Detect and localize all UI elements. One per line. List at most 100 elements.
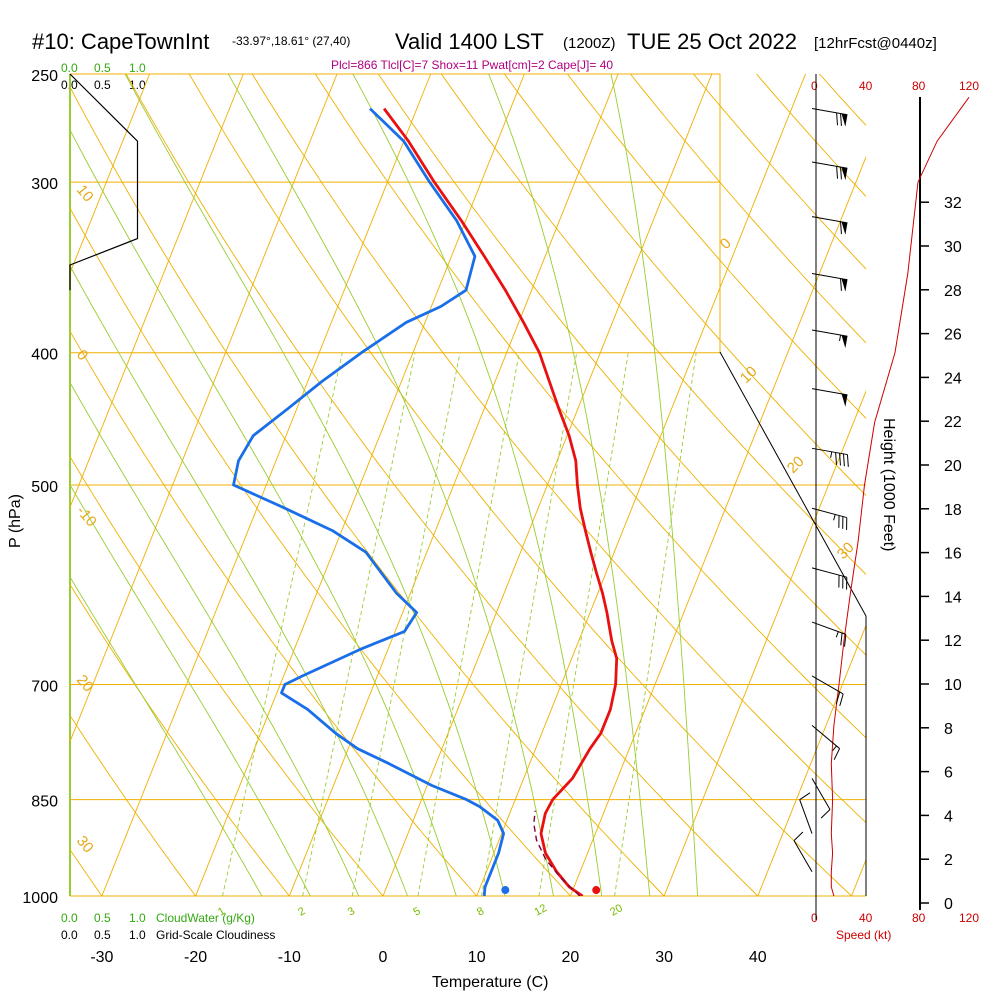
mixing-ratio-label-5: 5 <box>411 905 422 918</box>
wind-barb-staff <box>811 273 848 281</box>
isotherm-0 <box>382 74 713 896</box>
x-tick--30: -30 <box>90 949 113 966</box>
cloudwater-tick-bottom-0: 0.0 <box>61 911 78 925</box>
wind-barb <box>811 507 848 530</box>
wind-barb-half-flag <box>835 631 839 638</box>
dry-adiabat-50 <box>188 74 853 896</box>
dry-adiabat-90 <box>440 74 866 576</box>
boundary-diagonal <box>719 351 867 617</box>
wind-barb-flag <box>835 452 838 465</box>
dry-adiabat--10 <box>70 583 290 896</box>
height-tick-26: 26 <box>944 327 962 344</box>
wind-barb-pennant <box>841 335 848 349</box>
surface-dewpoint-marker <box>501 886 510 895</box>
isotherm--10 <box>288 74 619 896</box>
mixing-ratio-5 <box>417 352 520 896</box>
cloudwater-tick-top-0: 0.0 <box>61 61 78 75</box>
dry-adiabat-label-left-2: -10 <box>73 503 100 531</box>
isotherm--20 <box>195 74 525 896</box>
isotherm--60 <box>70 74 151 275</box>
moist-adiabat-5 <box>70 265 408 896</box>
dry-adiabat-20 <box>70 207 572 896</box>
wind-barb-half-flag <box>839 334 842 342</box>
isotherm-30 <box>663 390 866 896</box>
cloudwater-tick-top-2: 1.0 <box>129 61 146 75</box>
wind-barb-pennant <box>841 221 848 235</box>
cloudwater-tick-bottom-2: 1.0 <box>129 911 146 925</box>
pressure-tick-1000: 1000 <box>22 890 58 907</box>
cloudwater-tick-bottom-1: 0.5 <box>94 911 111 925</box>
wind-barb-half-flag <box>832 745 837 751</box>
wind-barb <box>811 675 844 707</box>
wind-barb-pennant <box>841 113 848 127</box>
wind-barb-flag <box>840 221 842 235</box>
x-tick-40: 40 <box>749 949 767 966</box>
station-title: #10: CapeTownInt <box>32 29 209 54</box>
x-tick-20: 20 <box>562 949 580 966</box>
wind-barb-flag <box>835 691 841 705</box>
x-axis-label: Temperature (C) <box>432 974 548 991</box>
x-tick-30: 30 <box>655 949 673 966</box>
wind-barb-staff <box>793 840 813 873</box>
mixing-ratio-label-12: 12 <box>532 902 549 919</box>
dry-adiabat-80 <box>377 74 866 656</box>
isotherm-10 <box>476 74 806 896</box>
wind-barb-flag <box>799 792 811 801</box>
mixing-ratio-lines <box>222 352 697 896</box>
wind-barb <box>811 273 848 292</box>
dry-adiabat-label-left-1: 20 <box>73 672 97 696</box>
height-tick-8: 8 <box>944 721 953 738</box>
wind-barb-staff <box>811 675 844 695</box>
dry-adiabat-label-left-3: 0 <box>73 347 91 364</box>
dry-adiabat-70 <box>314 74 866 739</box>
wind-barb-flag <box>843 453 845 467</box>
dry-adiabat--30 <box>70 848 103 896</box>
height-tick-22: 22 <box>944 414 962 431</box>
wind-barb-staff <box>811 567 847 578</box>
sounding-indices: Plcl=866 Tlcl[C]=7 Shox=11 Pwat[cm]=2 Ca… <box>331 58 613 72</box>
height-axis-label: Height (1000 Feet) <box>880 418 897 551</box>
moist-adiabat-35 <box>610 74 699 896</box>
wind-barb-pennant <box>841 393 848 407</box>
wind-barb-flag <box>820 809 831 819</box>
speed-tick-top-0: 0 <box>811 79 818 93</box>
isotherm--30 <box>101 74 432 896</box>
mixing-ratio-8 <box>481 352 578 896</box>
mixing-ratio-label-3: 3 <box>346 905 357 918</box>
height-tick-20: 20 <box>944 458 962 475</box>
dry-adiabat-0 <box>70 455 384 896</box>
moist-adiabat-25 <box>352 74 603 896</box>
height-tick-16: 16 <box>944 546 962 563</box>
wind-barb-staff <box>799 799 813 834</box>
height-tick-10: 10 <box>944 677 962 694</box>
cloudiness-label: Grid-Scale Cloudiness <box>156 928 275 942</box>
valid-date: TUE 25 Oct 2022 <box>627 29 797 54</box>
wind-barb-half-flag <box>833 514 836 521</box>
cloudiness-line <box>69 73 139 291</box>
moist-adiabat-0 <box>70 381 360 896</box>
height-tick-18: 18 <box>944 502 962 519</box>
wind-barb <box>811 161 848 181</box>
height-tick-0: 0 <box>944 896 953 913</box>
wind-barb-flag <box>839 693 844 707</box>
wind-barb-flag <box>844 634 847 647</box>
wind-barb <box>811 388 848 407</box>
speed-tick-top-2: 80 <box>912 79 926 93</box>
dry-adiabat-100 <box>503 74 866 497</box>
pressure-tick-300: 300 <box>31 176 58 193</box>
speed-tick-bottom-2: 80 <box>912 911 926 925</box>
wind-barb <box>811 725 841 760</box>
wind-barb <box>793 831 813 873</box>
dry-adiabat--40 <box>0 50 27 925</box>
wind-barb <box>811 621 847 647</box>
pressure-tick-500: 500 <box>31 479 58 496</box>
dry-adiabat-120 <box>629 74 866 344</box>
wind-barb <box>799 792 813 834</box>
wind-barb-flag <box>846 454 849 467</box>
temperature-line <box>382 107 619 896</box>
wind-barb-pennant <box>841 167 848 181</box>
dry-adiabat-40 <box>125 74 759 896</box>
dry-adiabat-180 <box>985 50 1000 925</box>
x-tick-10: 10 <box>468 949 486 966</box>
dry-adiabat-label-left-0: 30 <box>73 833 97 857</box>
